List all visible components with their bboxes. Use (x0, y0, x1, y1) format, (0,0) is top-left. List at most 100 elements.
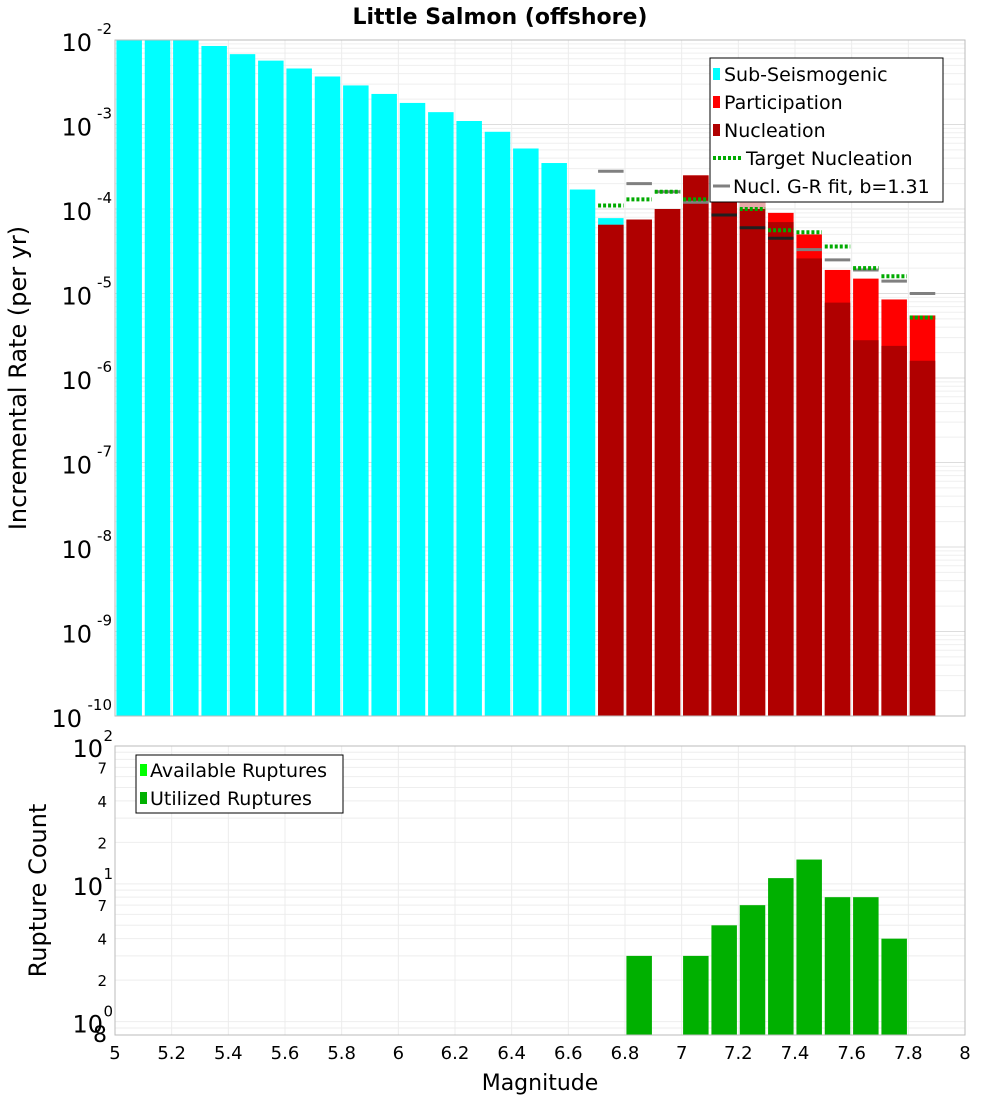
nucleation-bar (598, 224, 624, 716)
nucleation-bar (881, 345, 907, 716)
y-tick-label: -8 10 (61, 527, 112, 564)
x-tick-label: 8 (959, 1043, 970, 1064)
legend-label: Nucl. G-R fit, b=1.31 (733, 176, 930, 198)
sub-seismogenic-bar (513, 148, 539, 717)
nucleation-bar (768, 222, 794, 716)
y-tick-base: 10 (51, 705, 82, 733)
x-tick-label: 5.2 (157, 1043, 186, 1064)
top-grid (114, 40, 966, 717)
chart-title: Little Salmon (offshore) (353, 5, 648, 30)
y-tick-label: -5 10 (61, 274, 112, 311)
top-plot-frame (114, 39, 966, 717)
nucleation-bars (598, 175, 936, 717)
y-tick-base: 10 (61, 536, 92, 564)
utilized-ruptures-bar (824, 897, 851, 1035)
x-tick-label: 6.6 (554, 1043, 583, 1064)
x-tick-label: 7 (676, 1043, 687, 1064)
y-tick-base: 10 (61, 29, 92, 57)
x-tick-label: 5.6 (271, 1043, 300, 1064)
y-minor-tick-label: 7 (97, 759, 107, 777)
sub-seismogenic-bar (569, 189, 596, 716)
legend-swatch-participation (713, 96, 720, 108)
y-minor-tick-label: 8 (93, 1023, 107, 1048)
nucleation-bar (824, 302, 851, 716)
legend-label: Utilized Ruptures (150, 788, 312, 810)
y-tick-exponent: -7 (97, 443, 112, 461)
y-tick-base: 10 (61, 283, 92, 311)
legend-swatch-utilized (140, 792, 147, 804)
utilized-ruptures-bar (739, 905, 766, 1035)
legend-swatch-available (140, 764, 147, 776)
sub-seismogenic-bar (399, 102, 426, 717)
y-tick-exponent: -9 (97, 612, 112, 630)
legend-swatch-sub-seismogenic (713, 68, 720, 80)
x-tick-label: 6.4 (497, 1043, 526, 1064)
x-tick-labels: 5 5.2 5.4 5.6 5.8 6 6.2 6.4 6.6 6.8 7 7.2 7.4 7.6 7.8 8 (109, 1043, 970, 1064)
y-tick-base: 10 (72, 873, 103, 901)
x-tick-label: 7.8 (894, 1043, 923, 1064)
top-legend: Sub-Seismogenic Participation Nucleation Ta… (709, 57, 944, 203)
x-tick-label: 6.2 (441, 1043, 470, 1064)
y-tick-exponent: 2 (103, 727, 113, 745)
y-tick-base: 10 (61, 198, 92, 226)
utilized-ruptures-bar (711, 925, 737, 1035)
x-tick-label: 6 (393, 1043, 404, 1064)
bottom-legend-box (135, 754, 344, 814)
sub-seismogenic-bar (258, 60, 284, 716)
sub-seismogenic-bar (343, 85, 369, 716)
y-tick-exponent: -8 (97, 527, 112, 545)
legend-swatch-nucleation (713, 124, 720, 136)
legend-label: Available Ruptures (150, 760, 327, 782)
x-tick-label: 7.4 (781, 1043, 810, 1064)
y-tick-exponent: 0 (103, 1003, 113, 1021)
legend-label: Target Nucleation (745, 148, 913, 170)
y-tick-base: 10 (61, 114, 92, 142)
y-tick-label: -3 10 (61, 105, 112, 142)
sub-seismogenic-bar (201, 45, 227, 716)
y-tick-label: 110 (72, 865, 113, 901)
nucleation-bar (796, 258, 822, 716)
y-tick-exponent: -4 (97, 189, 112, 207)
nucleation-bar (626, 219, 652, 717)
y-minor-tick-label: 2 (97, 834, 107, 852)
nucleation-bar (739, 209, 766, 716)
y-tick-base: 10 (72, 1011, 103, 1039)
utilized-ruptures-bar (626, 955, 652, 1035)
bottom-y-axis-label: Rupture Count (24, 804, 52, 978)
sub-seismogenic-bar (371, 93, 397, 716)
sub-seismogenic-bar (116, 40, 142, 716)
sub-seismogenic-bar (144, 40, 171, 716)
target-nucleation-lines (598, 189, 936, 320)
y-tick-label: 010 (72, 1003, 113, 1039)
utilized-ruptures-bars (626, 859, 907, 1035)
y-tick-exponent: -10 (88, 696, 113, 714)
y-minor-tick-label: 4 (97, 931, 107, 949)
sub-seismogenic-bar (229, 54, 256, 716)
sub-seismogenic-bar (456, 121, 482, 716)
nucleation-bar (654, 209, 681, 716)
y-tick-exponent: -2 (97, 20, 112, 38)
nucleation-bar (683, 175, 709, 716)
top-legend-box (709, 57, 944, 203)
bottom-plot-frame (114, 745, 966, 1036)
y-tick-exponent: 1 (103, 865, 113, 883)
utilized-ruptures-bar (796, 859, 822, 1035)
sub-seismogenic-bar (428, 112, 454, 717)
y-tick-label: 210 (72, 727, 113, 763)
sub-seismogenic-bar (484, 131, 511, 717)
x-tick-label: 5.8 (327, 1043, 356, 1064)
utilized-ruptures-bar (853, 897, 879, 1035)
legend-label: Participation (724, 92, 843, 114)
utilized-ruptures-bar (768, 878, 794, 1035)
y-tick-label: -4 10 (61, 189, 112, 226)
sub-seismogenic-bar (314, 76, 341, 717)
y-tick-base: 10 (61, 621, 92, 649)
x-tick-label: 7.2 (724, 1043, 753, 1064)
nucleation-bar (909, 360, 936, 716)
y-tick-base: 10 (72, 735, 103, 763)
utilized-ruptures-bar (683, 955, 709, 1035)
bottom-legend: Available Ruptures Utilized Ruptures (135, 754, 344, 814)
